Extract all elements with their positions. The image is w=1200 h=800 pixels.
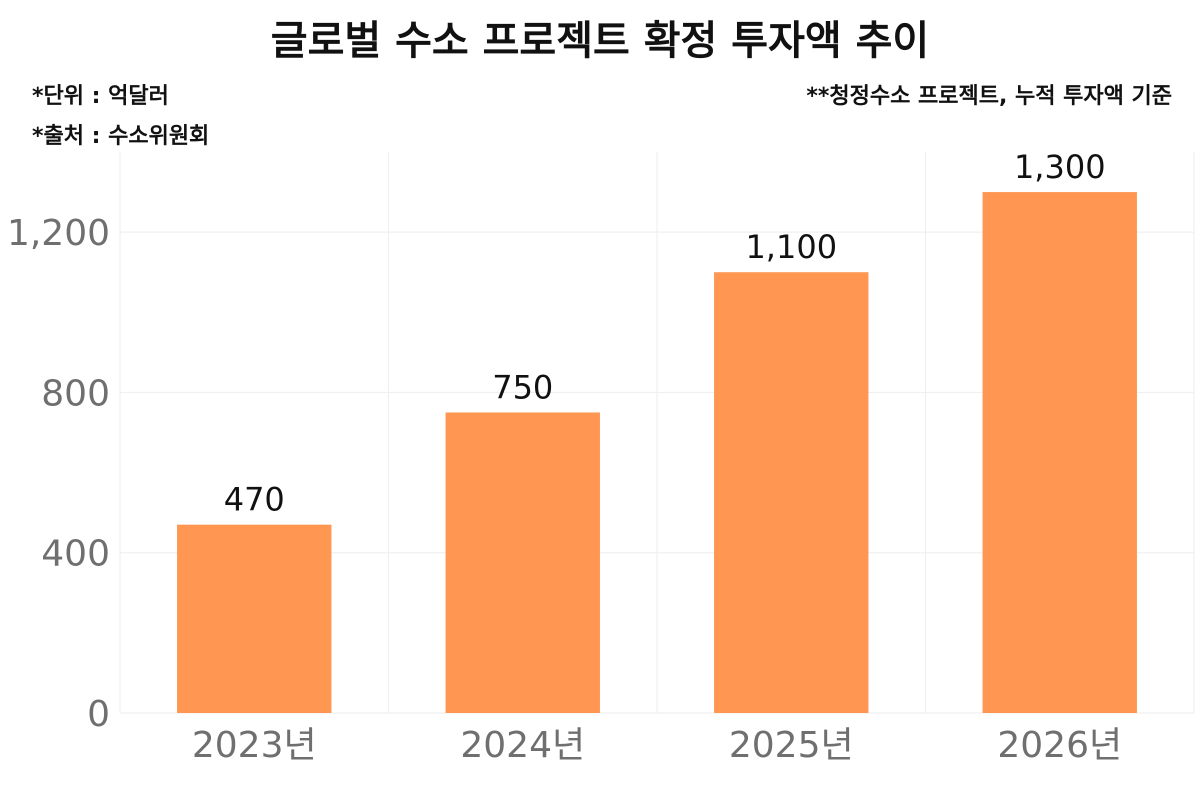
bars	[177, 192, 1137, 714]
axes: 0 400 800 1,200 2023년 2024년 2025년 2026년	[7, 213, 1122, 766]
x-tick-label: 2024년	[460, 725, 585, 766]
x-tick-label: 2023년	[192, 725, 317, 766]
bar	[445, 412, 600, 713]
x-tick-label: 2026년	[997, 725, 1122, 766]
chart-title: 글로벌 수소 프로젝트 확정 투자액 추이	[271, 18, 929, 64]
value-label: 1,100	[745, 228, 837, 266]
value-label: 1,300	[1014, 148, 1106, 186]
value-label: 470	[224, 481, 285, 519]
value-label: 750	[492, 368, 553, 406]
basis-note: **청정수소 프로젝트, 누적 투자액 기준	[806, 84, 1172, 109]
x-tick-label: 2025년	[729, 725, 854, 766]
source-note: *출처 : 수소위원회	[32, 124, 209, 149]
value-labels: 470 750 1,100 1,300	[224, 148, 1106, 519]
unit-note: *단위 : 억달러	[32, 84, 169, 109]
y-tick-label: 0	[87, 694, 110, 735]
y-tick-label: 800	[41, 373, 110, 414]
y-tick-label: 400	[41, 534, 110, 575]
bar	[982, 192, 1137, 714]
bar	[177, 524, 332, 713]
y-tick-label: 1,200	[7, 213, 110, 254]
bar	[714, 272, 869, 713]
